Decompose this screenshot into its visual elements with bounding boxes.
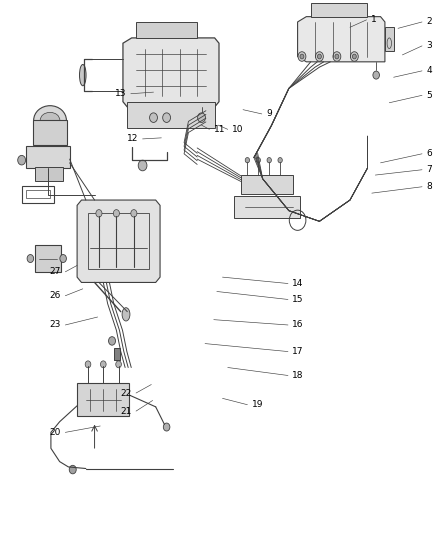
Ellipse shape: [201, 105, 206, 111]
Bar: [26, 190, 50, 198]
Text: 22: 22: [120, 389, 132, 398]
Ellipse shape: [60, 255, 67, 263]
Text: 19: 19: [252, 400, 263, 409]
Bar: [234, 196, 300, 217]
Text: 1: 1: [371, 15, 377, 25]
Ellipse shape: [116, 361, 121, 368]
Ellipse shape: [267, 158, 272, 163]
Bar: [77, 383, 130, 416]
Bar: [241, 175, 293, 193]
Bar: [88, 213, 149, 269]
Ellipse shape: [318, 54, 321, 59]
Ellipse shape: [18, 156, 25, 165]
Bar: [35, 245, 61, 272]
Ellipse shape: [100, 361, 106, 368]
Text: 15: 15: [292, 295, 304, 304]
Ellipse shape: [162, 113, 170, 123]
Ellipse shape: [150, 113, 157, 123]
Bar: [35, 166, 63, 181]
Text: 20: 20: [49, 428, 61, 437]
Ellipse shape: [201, 109, 206, 115]
Ellipse shape: [373, 71, 379, 79]
Text: 6: 6: [426, 149, 432, 158]
Ellipse shape: [34, 106, 67, 135]
Text: 3: 3: [426, 42, 432, 51]
Ellipse shape: [350, 52, 358, 61]
Ellipse shape: [201, 112, 206, 119]
Text: 17: 17: [292, 347, 304, 356]
Ellipse shape: [27, 255, 34, 263]
Bar: [21, 185, 54, 203]
Ellipse shape: [298, 52, 306, 61]
Text: 21: 21: [120, 407, 132, 416]
Ellipse shape: [163, 423, 170, 431]
Ellipse shape: [256, 158, 261, 163]
Text: 9: 9: [266, 109, 272, 118]
Polygon shape: [136, 22, 197, 38]
Bar: [127, 102, 215, 128]
Text: 26: 26: [49, 291, 61, 300]
Ellipse shape: [122, 308, 130, 321]
Ellipse shape: [353, 54, 357, 59]
Ellipse shape: [80, 64, 86, 86]
Polygon shape: [123, 38, 219, 107]
Ellipse shape: [69, 465, 76, 474]
Text: 12: 12: [127, 134, 138, 143]
Ellipse shape: [113, 209, 120, 217]
Ellipse shape: [40, 112, 60, 128]
Bar: [114, 348, 120, 360]
Bar: [26, 146, 70, 168]
Text: 7: 7: [426, 165, 432, 174]
Ellipse shape: [245, 158, 250, 163]
Text: 5: 5: [426, 91, 432, 100]
Text: 14: 14: [292, 279, 304, 288]
Ellipse shape: [201, 116, 206, 123]
Polygon shape: [311, 3, 367, 17]
Text: 11: 11: [214, 125, 225, 134]
Ellipse shape: [138, 160, 147, 171]
Ellipse shape: [198, 113, 205, 123]
Ellipse shape: [109, 337, 116, 345]
Text: 18: 18: [292, 371, 304, 380]
Ellipse shape: [300, 54, 304, 59]
Ellipse shape: [335, 54, 339, 59]
Ellipse shape: [96, 209, 102, 217]
Text: 10: 10: [232, 125, 244, 134]
Text: 27: 27: [49, 268, 61, 276]
Text: 23: 23: [49, 320, 61, 329]
Text: 8: 8: [426, 182, 432, 191]
Text: 13: 13: [115, 89, 127, 98]
Text: 4: 4: [426, 67, 432, 75]
Ellipse shape: [131, 209, 137, 217]
Ellipse shape: [85, 361, 91, 368]
Polygon shape: [297, 17, 385, 62]
Bar: [385, 27, 394, 51]
Text: 16: 16: [292, 320, 304, 329]
Ellipse shape: [333, 52, 341, 61]
Polygon shape: [77, 200, 160, 282]
Ellipse shape: [278, 158, 283, 163]
Bar: [32, 120, 67, 146]
Text: 2: 2: [426, 18, 432, 27]
Ellipse shape: [315, 52, 323, 61]
